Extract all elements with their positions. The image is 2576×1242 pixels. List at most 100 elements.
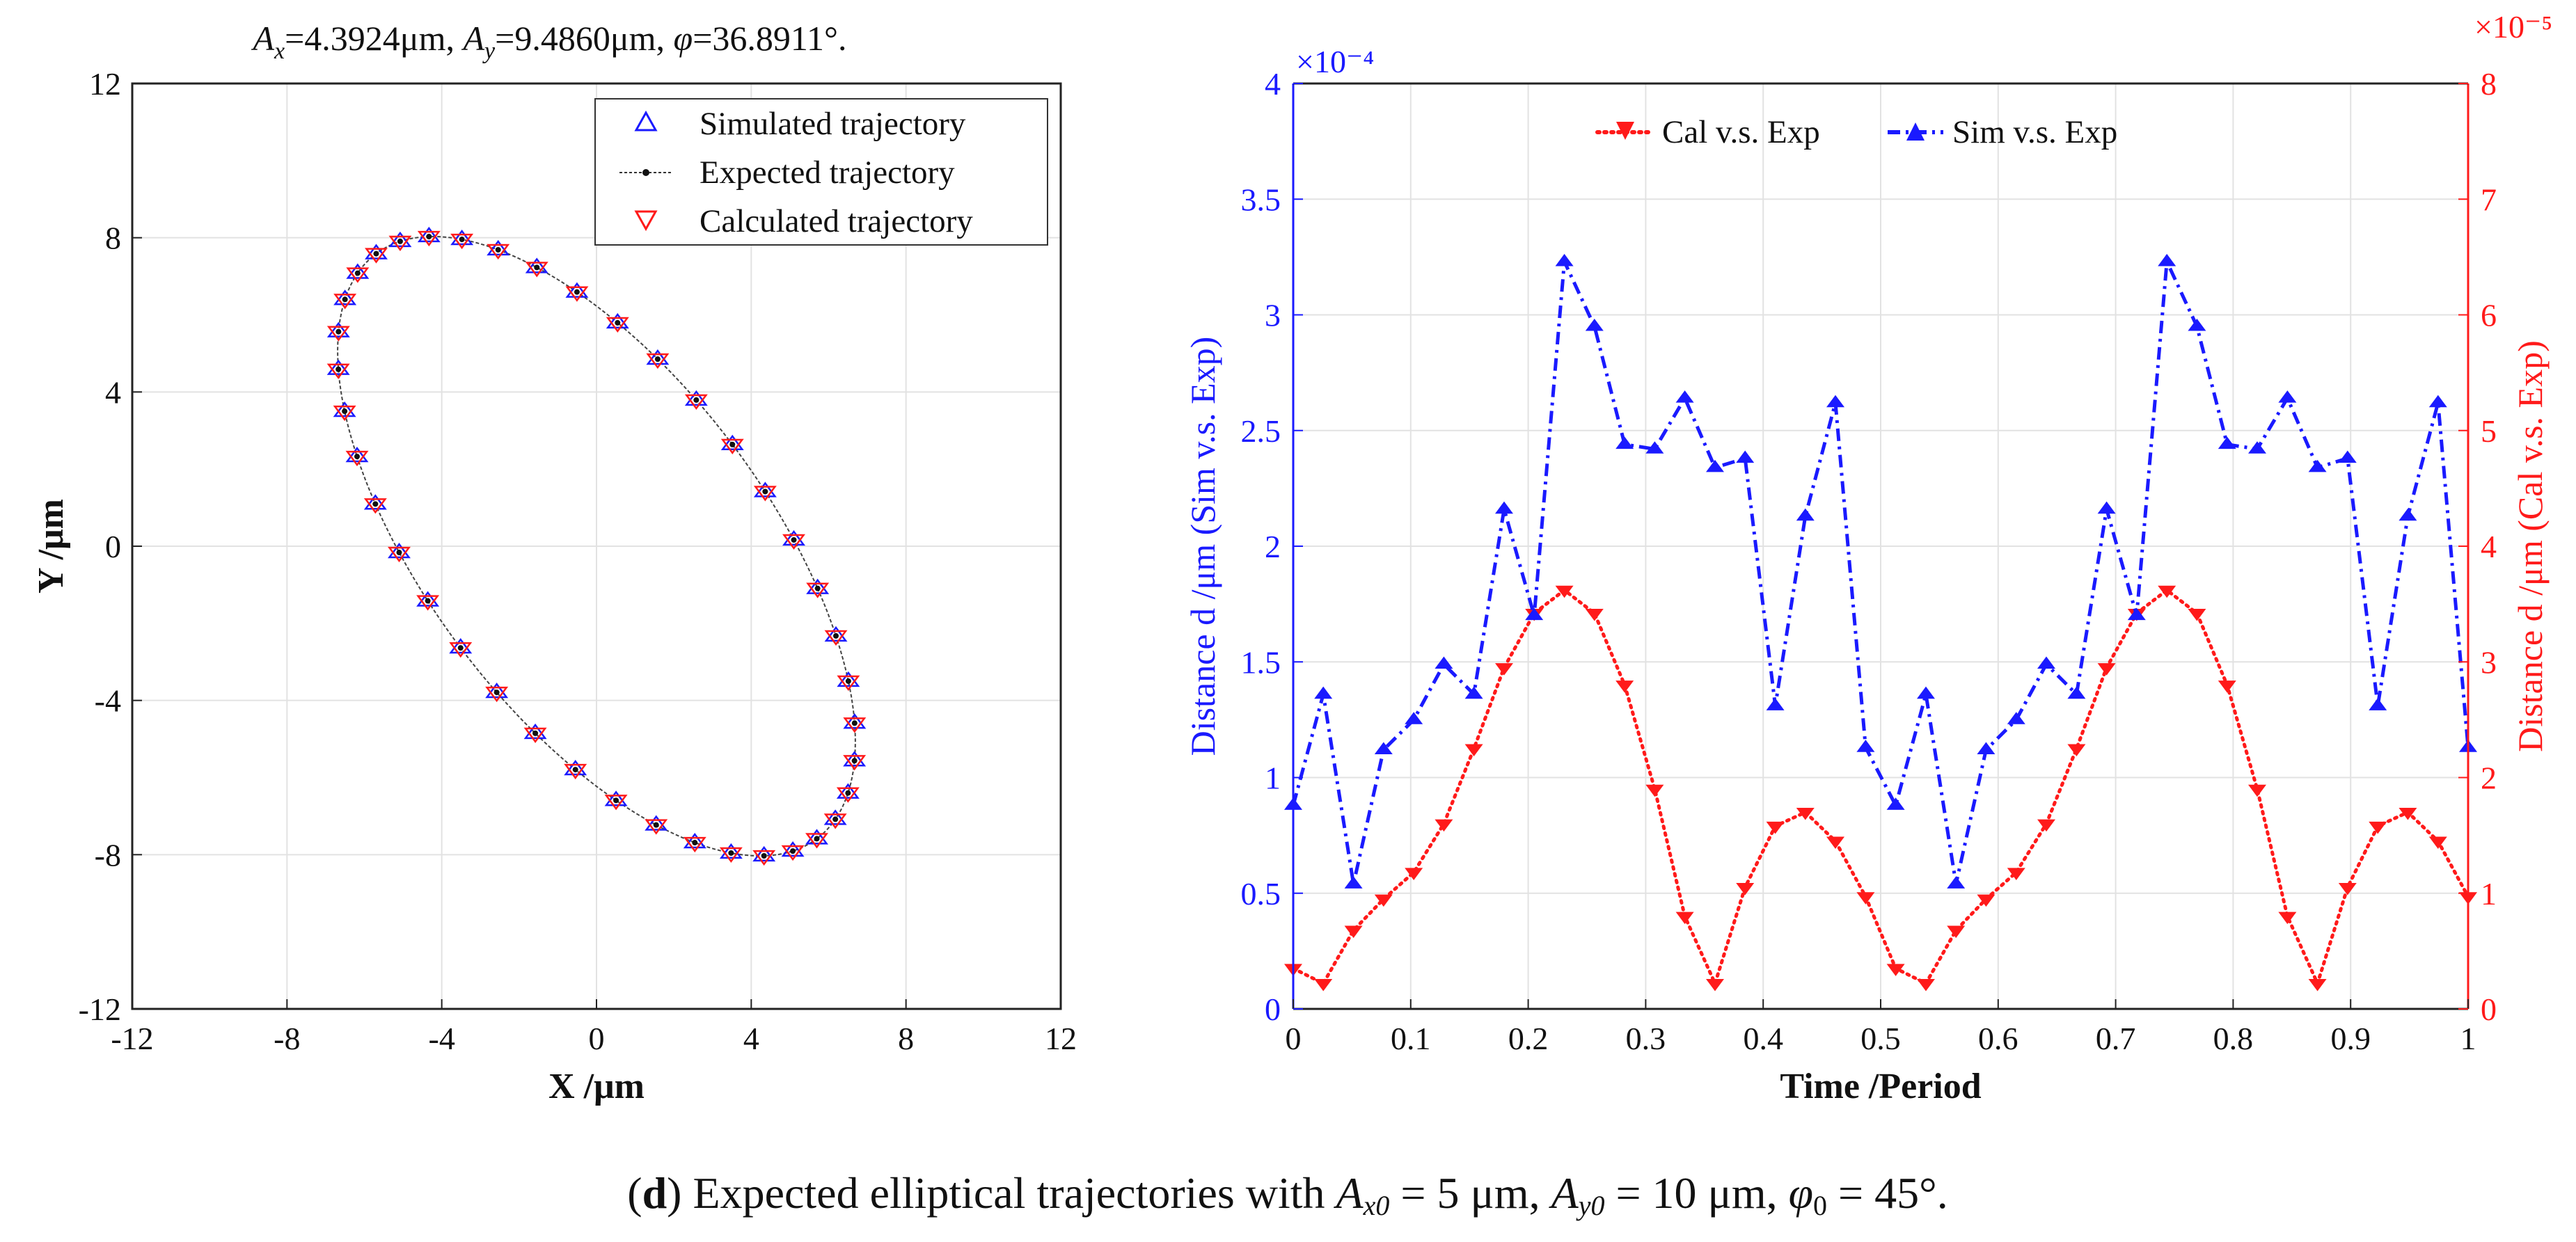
expected-point [335, 328, 342, 335]
cal-data-point [2037, 819, 2056, 832]
calculated-point [604, 795, 628, 811]
right-axis-tick-label: 8 [2481, 66, 2497, 102]
left-x-tick-label: -4 [429, 1021, 455, 1056]
simulated-point [326, 359, 350, 375]
expected-point [790, 848, 796, 854]
expected-point [814, 836, 820, 842]
sim-data-point [1977, 742, 1996, 755]
left-axis-tick-label: 2 [1265, 529, 1281, 564]
simulated-point [843, 713, 867, 729]
simulated-point [450, 229, 474, 246]
left-plot-area [326, 226, 867, 866]
left-y-tick-label: 8 [105, 221, 121, 256]
calculated-point [346, 267, 370, 283]
expected-point [397, 238, 403, 244]
left-legend: Simulated trajectory Expected trajectory… [594, 98, 1048, 246]
legend-expected-label: Expected trajectory [700, 154, 955, 191]
sim-data-point [1435, 656, 1453, 669]
legend-cal-label: Cal v.s. Exp [1662, 114, 1820, 150]
left-x-tick-label: 0 [589, 1021, 605, 1056]
title-ay-sub: y [482, 38, 496, 64]
calculated-point [752, 850, 776, 866]
cal-series-line [1291, 588, 2470, 989]
simulated-point [752, 845, 776, 862]
legend-expected-marker [642, 169, 649, 176]
expected-point [615, 319, 621, 326]
right-axis-tick-label: 0 [2481, 992, 2497, 1027]
sim-data-point [2158, 253, 2176, 266]
calculated-point [823, 813, 847, 829]
caption-text-4: = 45°. [1827, 1168, 1948, 1218]
calculated-point [782, 534, 805, 550]
simulated-point [753, 481, 777, 497]
calculated-point [683, 836, 706, 853]
sim-data-point [1344, 876, 1363, 889]
caption-ax0-sub: x0 [1363, 1190, 1390, 1221]
simulated-point [843, 751, 867, 767]
calculated-point [417, 230, 441, 247]
calculated-point [843, 717, 867, 733]
left-axis-tick-label: 0 [1265, 992, 1281, 1027]
legend-calculated-marker [634, 210, 658, 232]
right-x-tick-label: 0.2 [1508, 1021, 1549, 1056]
simulated-point [719, 843, 743, 859]
calculated-point [388, 546, 411, 563]
cal-data-point [1796, 807, 1815, 820]
expected-point [693, 397, 700, 403]
cal-data-point [2218, 680, 2236, 693]
cal-data-point [2158, 585, 2176, 598]
expected-point [396, 550, 402, 556]
cal-data-point [2007, 868, 2025, 880]
sim-data-point [1615, 436, 1634, 449]
sim-data-point [1796, 508, 1815, 521]
expected-point [791, 536, 797, 543]
left-axis-tick-label: 3 [1265, 298, 1281, 333]
calculated-point [326, 326, 350, 342]
left-tick-labels: -12 -8 -4 0 4 8 12 -12 -8 -4 0 4 8 12 [79, 66, 1077, 1056]
caption-text-3: = 10 μm, [1604, 1168, 1788, 1218]
simulated-point [487, 239, 510, 256]
expected-point [814, 585, 821, 591]
left-y-tick-label: -8 [95, 837, 121, 873]
sim-data-point [2278, 390, 2297, 403]
sim-data-point [1675, 390, 1694, 403]
simulated-point [564, 759, 587, 776]
title-ax-symbol: A [251, 19, 274, 58]
sim-data-point [1585, 319, 1604, 331]
sim-data-point [1645, 441, 1664, 454]
sim-data-point [2007, 712, 2025, 724]
right-axis-tick-label: 3 [2481, 644, 2497, 680]
expected-point [729, 441, 736, 447]
left-exponent: ×10⁻⁴ [1296, 44, 1374, 79]
cal-data-point [2369, 821, 2387, 834]
expected-point [851, 720, 858, 726]
cal-data-point [1856, 892, 1875, 905]
calculated-point [753, 486, 777, 502]
caption-ay0-sub: y0 [1576, 1190, 1605, 1221]
calculated-point [843, 755, 867, 771]
calculated-point [487, 244, 510, 260]
right-y-left-axis-label: Distance d /μm (Sim v.s. Exp) [1183, 337, 1222, 756]
legend-sim-label: Sim v.s. Exp [1952, 114, 2117, 150]
expected-point [692, 840, 698, 846]
legend-simulated-label: Simulated trajectory [700, 106, 966, 142]
calculated-point [837, 675, 860, 692]
title-ay-value: =9.4860 [495, 19, 610, 58]
cal-data-point [1705, 978, 1724, 992]
sim-data-point [1525, 607, 1544, 621]
cal-data-point [1464, 744, 1483, 757]
sim-data-point [1494, 501, 1513, 514]
legend-sim-marker [1906, 122, 1925, 141]
sim-data-point [2428, 395, 2447, 408]
left-axis-tick-label: 4 [1265, 66, 1281, 102]
calculated-point [485, 686, 509, 703]
cal-data-point [2248, 784, 2267, 797]
expected-point [532, 730, 539, 736]
expected-point [654, 356, 661, 363]
right-legend: Cal v.s. Exp Sim v.s. Exp [1595, 114, 2117, 150]
caption-letter: d [642, 1168, 667, 1218]
sim-data-point [1405, 712, 1423, 724]
right-x-axis-label: Time /Period [1780, 1067, 1981, 1106]
simulated-point [805, 829, 828, 845]
right-x-tick-label: 0.5 [1860, 1021, 1901, 1056]
